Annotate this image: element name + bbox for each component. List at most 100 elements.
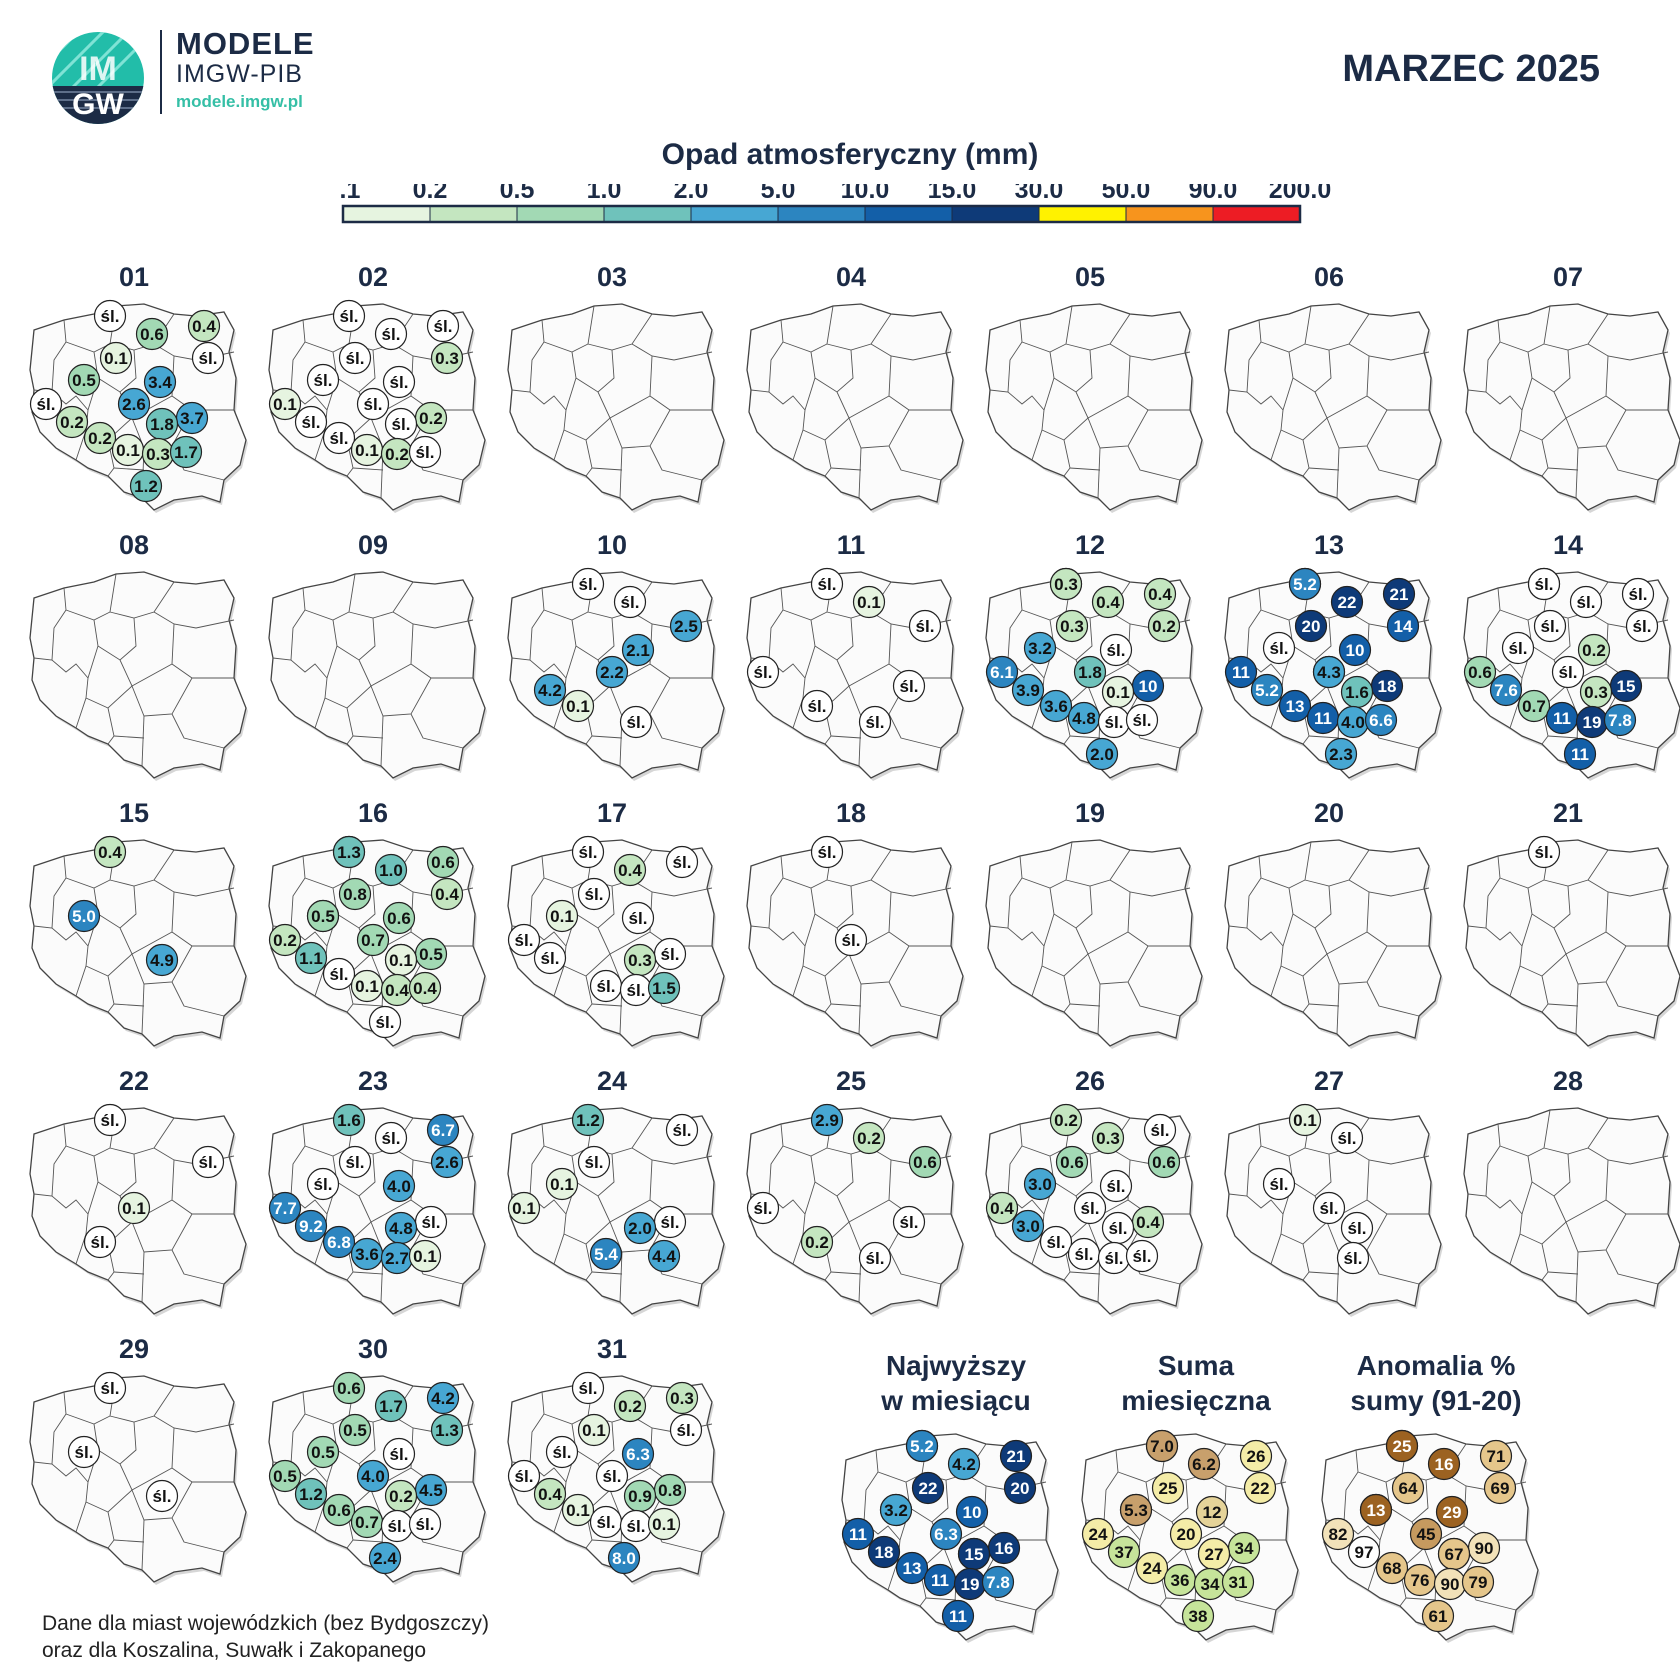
station-circle xyxy=(1278,689,1312,723)
station-circle xyxy=(1569,585,1603,619)
station-value: śl. xyxy=(390,1445,409,1464)
station-value: 0.2 xyxy=(1054,1111,1078,1130)
station-circle xyxy=(545,899,579,933)
day-map: 0.4 5.0 4.9 xyxy=(29,835,248,1049)
station-circle xyxy=(879,1493,913,1527)
voivodeship-border xyxy=(1348,343,1430,361)
station-value: 0.6 xyxy=(387,909,411,928)
station-circle xyxy=(93,1103,127,1137)
voivodeship-border xyxy=(113,1539,145,1543)
station-marker: śl. xyxy=(1039,1225,1073,1259)
station-value: 0.4 xyxy=(1136,1213,1160,1232)
voivodeship-border xyxy=(352,1271,384,1275)
station-marker: 19 xyxy=(1575,705,1609,739)
day-panel-20: 20 xyxy=(1213,798,1445,1058)
station-circle xyxy=(426,1113,460,1147)
station-value: 4.0 xyxy=(361,1467,385,1486)
summary-title-line1: Anomalia % xyxy=(1356,1350,1516,1381)
station-circle xyxy=(647,1239,681,1273)
station-marker: śl. xyxy=(746,1191,780,1225)
station-marker: 7.8 xyxy=(1603,703,1637,737)
day-map: 0.1 śl. śl. śl. śl. śl. xyxy=(1224,1103,1443,1317)
voivodeship-border xyxy=(830,735,862,739)
station-marker: 0.3 xyxy=(1049,567,1083,601)
poland-outline xyxy=(507,303,725,511)
station-value: 1.2 xyxy=(134,477,158,496)
station-marker: śl. xyxy=(368,1005,402,1039)
station-marker: 0.1 xyxy=(99,341,133,375)
station-circle xyxy=(1135,1551,1169,1585)
station-value: śl. xyxy=(1270,1175,1289,1194)
station-circle xyxy=(1039,689,1073,723)
station-marker: 25 xyxy=(1151,1471,1185,1505)
voivodeship-border xyxy=(575,349,615,393)
voivodeship-border xyxy=(1280,409,1388,449)
voivodeship-border xyxy=(1292,1153,1332,1197)
voivodeship-border xyxy=(141,1519,145,1571)
station-marker: śl. xyxy=(545,1435,579,1469)
station-circle xyxy=(191,341,225,375)
day-panel-30: 30 0.6 4.2 1.7 0.5 1.3 0.5 śl. 0.5 4.0 4.5 1.2 0.2 0.… xyxy=(257,1334,489,1594)
station-circle xyxy=(1195,1495,1229,1529)
station-circle xyxy=(561,1493,595,1527)
voivodeship-border xyxy=(97,349,137,393)
station-circle xyxy=(955,1495,989,1529)
station-value: 0.2 xyxy=(419,409,443,428)
station-value: 0.6 xyxy=(327,1501,351,1520)
station-marker: 0.5 xyxy=(268,1459,302,1493)
station-value: śl. xyxy=(866,1249,885,1268)
station-value: śl. xyxy=(808,697,827,716)
station-marker: śl. xyxy=(533,941,567,975)
station-marker: 26 xyxy=(1239,1439,1273,1473)
station-marker: 0.8 xyxy=(338,877,372,911)
station-marker: śl. xyxy=(507,1459,541,1493)
station-circle xyxy=(1391,1471,1425,1505)
poland-outline xyxy=(746,303,964,511)
station-marker: 15 xyxy=(1609,669,1643,703)
station-marker: 15 xyxy=(957,1537,991,1571)
poland-outline xyxy=(1224,303,1442,511)
station-marker: 22 xyxy=(911,1471,945,1505)
station-circle xyxy=(1143,577,1177,611)
station-marker: 0.4 xyxy=(380,973,414,1007)
station-marker: śl. xyxy=(1101,1211,1135,1245)
station-marker: 1.1 xyxy=(294,941,328,975)
station-value: śl. xyxy=(629,909,648,928)
station-circle xyxy=(985,655,1019,689)
station-marker: śl. xyxy=(408,435,442,469)
station-value: śl. xyxy=(346,349,365,368)
station-marker: śl. xyxy=(93,1371,127,1405)
station-marker: 5.2 xyxy=(1288,567,1322,601)
station-marker: 0.2 xyxy=(800,1225,834,1259)
station-value: śl. xyxy=(1320,1199,1339,1218)
station-marker: 1.8 xyxy=(1073,655,1107,689)
station-marker: 0.2 xyxy=(55,405,89,439)
station-value: śl. xyxy=(541,949,560,968)
station-marker: śl. xyxy=(382,365,416,399)
station-marker: 10 xyxy=(1131,669,1165,703)
station-value: 0.3 xyxy=(628,951,652,970)
station-marker: 20 xyxy=(1294,609,1328,643)
voivodeship-border xyxy=(529,1123,545,1197)
station-circle xyxy=(1385,1429,1419,1463)
station-value: 2.5 xyxy=(674,617,698,636)
voivodeship-border xyxy=(1308,1271,1340,1275)
day-panel-19: 19 xyxy=(974,798,1206,1058)
station-value: 45 xyxy=(1417,1525,1436,1544)
station-value: 0.6 xyxy=(431,853,455,872)
station-circle xyxy=(507,1459,541,1493)
voivodeship-border xyxy=(1605,1249,1659,1285)
station-circle xyxy=(1489,673,1523,707)
station-value: 1.7 xyxy=(379,1397,403,1416)
brand-url-link[interactable]: modele.imgw.pl xyxy=(176,92,303,111)
station-circle xyxy=(858,1241,892,1275)
station-circle xyxy=(374,317,408,351)
station-value: śl. xyxy=(1133,1247,1152,1266)
station-value: śl. xyxy=(153,1487,172,1506)
legend-tick-label: 50.0 xyxy=(1102,184,1151,204)
station-value: 1.6 xyxy=(1345,683,1369,702)
station-marker: 0.4 xyxy=(985,1191,1019,1225)
station-circle xyxy=(294,1477,328,1511)
station-value: śl. xyxy=(330,429,349,448)
